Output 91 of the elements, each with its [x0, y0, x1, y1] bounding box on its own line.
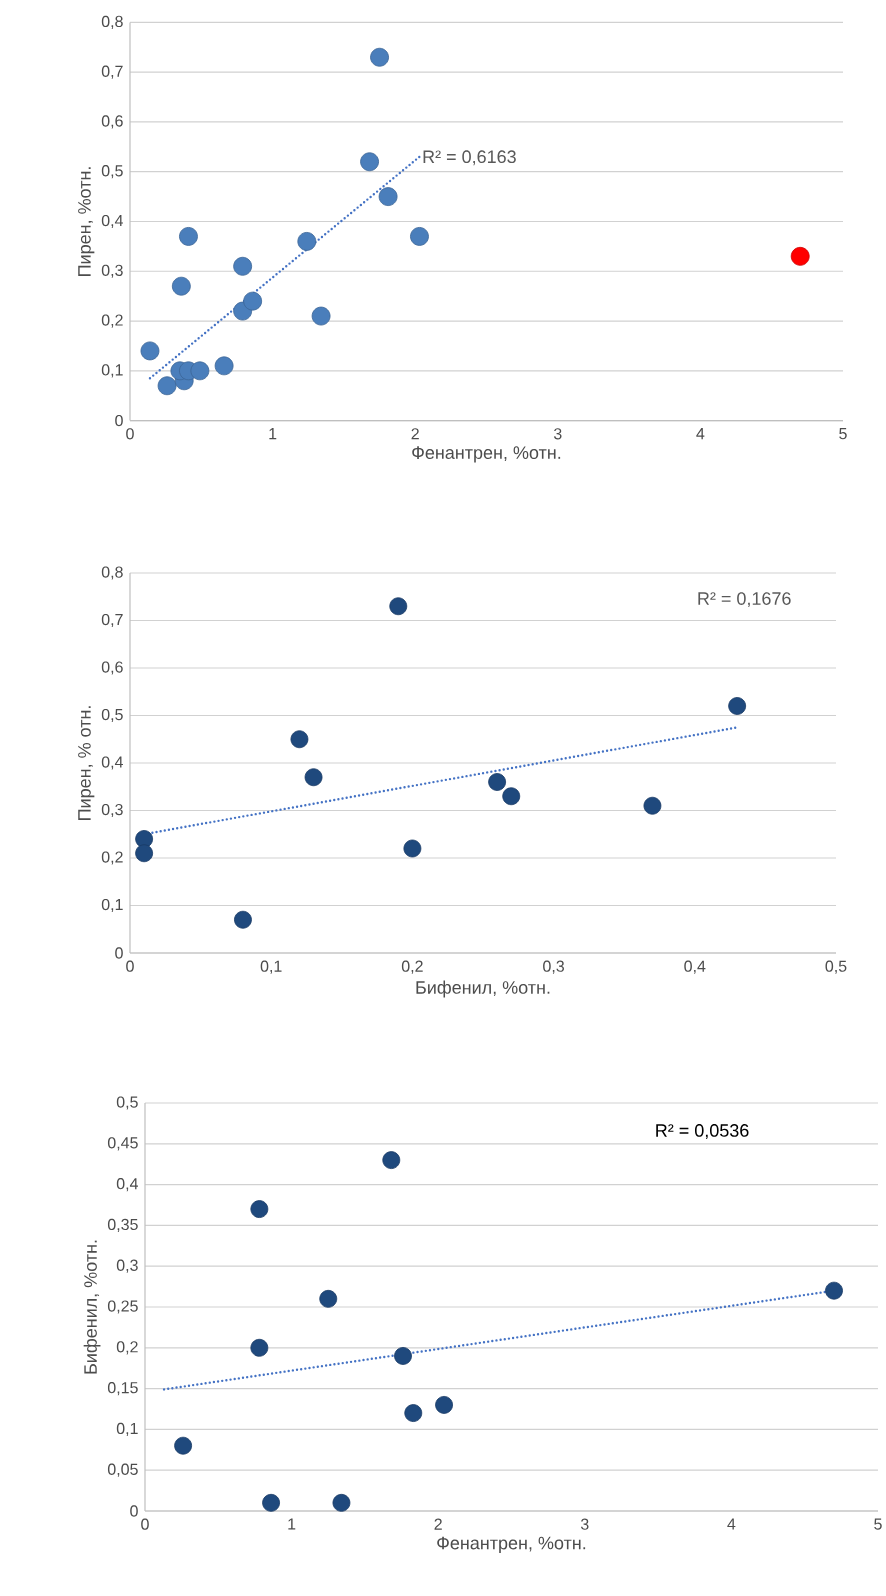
point	[172, 276, 191, 296]
y-tick-label: 0,4	[116, 1177, 139, 1192]
point	[404, 1404, 423, 1422]
point	[179, 227, 198, 246]
point	[319, 1289, 338, 1308]
y-axis-title: Бифенил, %отн.	[83, 1240, 101, 1374]
point	[502, 787, 521, 806]
point	[389, 597, 408, 616]
point	[214, 356, 234, 376]
point	[435, 1396, 454, 1414]
x-tick-label: 0,2	[402, 960, 423, 974]
x-tick-label: 4	[727, 1518, 736, 1530]
y-axis-title: Пирен, %отн.	[78, 167, 95, 276]
point	[174, 1436, 193, 1455]
y-tick-label: 0,4	[101, 214, 124, 229]
point	[311, 306, 331, 326]
y-tick-label: 0,3	[116, 1259, 138, 1273]
x-tick-label: 5	[874, 1518, 882, 1530]
point	[190, 361, 210, 381]
x-tick-label: 1	[288, 1518, 296, 1530]
point	[140, 341, 160, 361]
y-tick-label: 0,7	[101, 65, 123, 79]
point	[157, 376, 177, 396]
y-tick-label: 0,3	[101, 803, 123, 818]
x-tick-label: 2	[434, 1518, 442, 1530]
point	[403, 839, 422, 858]
x-tick-label: 3	[581, 1518, 589, 1530]
x-tick-label: 4	[696, 428, 705, 440]
x-tick-label: 2	[411, 428, 419, 440]
point	[243, 291, 263, 311]
y-tick-label: 0,4	[101, 756, 124, 770]
y-tick-label: 0,25	[108, 1300, 138, 1314]
x-tick-label: 1	[269, 428, 277, 440]
x-axis-title: Бифенил, %отн.	[416, 980, 550, 998]
x-tick-label: 0,4	[684, 960, 706, 974]
y-tick-label: 0,1	[116, 1422, 138, 1436]
annotation: R² = 0,6163	[423, 150, 516, 166]
x-tick-label: 0,1	[260, 960, 282, 974]
point	[304, 768, 323, 787]
y-tick-label: 0,6	[101, 115, 123, 129]
y-tick-label: 0	[130, 1505, 138, 1517]
annotation: R² = 0,0536	[656, 1124, 749, 1139]
point	[290, 730, 309, 749]
point	[250, 1338, 269, 1357]
x-tick-label: 0,5	[825, 960, 847, 974]
y-tick-label: 0,5	[116, 1096, 138, 1110]
y-tick-label: 0	[115, 947, 123, 959]
point	[643, 796, 662, 815]
point	[135, 830, 154, 848]
y-tick-label: 0,8	[101, 15, 123, 29]
x-axis-title: Фенантрен, %отн.	[412, 446, 561, 463]
x-tick-label: 0,3	[543, 960, 565, 974]
point	[332, 1493, 351, 1512]
point	[410, 227, 429, 246]
point	[262, 1493, 281, 1512]
point	[378, 187, 398, 207]
point	[488, 773, 507, 791]
point	[250, 1200, 269, 1218]
y-tick-label: 0,5	[101, 708, 123, 723]
y-tick-label: 0,45	[108, 1137, 138, 1151]
point	[728, 697, 747, 715]
x-tick-label: 5	[839, 428, 847, 440]
y-tick-label: 0,8	[101, 566, 123, 580]
x-tick-label: 3	[554, 428, 562, 440]
y-tick-label: 0,2	[116, 1341, 138, 1355]
point	[790, 246, 810, 266]
annotation: R² = 0,1676	[698, 592, 791, 608]
point	[394, 1347, 413, 1365]
y-tick-label: 0,7	[101, 613, 123, 628]
point	[370, 47, 390, 67]
y-tick-label: 0,3	[101, 264, 123, 278]
point	[382, 1151, 401, 1170]
y-tick-label: 0	[115, 414, 123, 427]
y-tick-label: 0,1	[101, 364, 123, 378]
y-tick-label: 0,05	[108, 1463, 138, 1477]
y-tick-label: 0,5	[101, 165, 123, 179]
point	[360, 152, 380, 172]
point	[297, 232, 317, 251]
point	[234, 910, 252, 929]
point	[135, 844, 154, 863]
y-axis-title: Пирен, % отн.	[78, 706, 95, 820]
point	[233, 256, 253, 276]
y-tick-label: 0,1	[101, 898, 123, 913]
y-tick-label: 0,2	[101, 314, 123, 328]
y-tick-label: 0,2	[101, 851, 123, 865]
y-tick-label: 0,35	[108, 1218, 138, 1232]
point	[825, 1281, 844, 1300]
y-tick-label: 0,15	[108, 1381, 138, 1396]
x-axis-title: Фенантрен, %отн.	[437, 1536, 586, 1553]
x-tick-label: 0	[141, 1518, 149, 1530]
y-tick-label: 0,6	[101, 661, 123, 675]
